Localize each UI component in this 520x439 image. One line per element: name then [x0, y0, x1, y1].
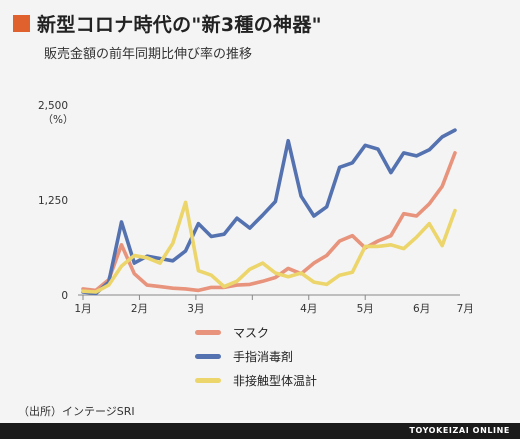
brand-logo-text: TOYOKEIZAI ONLINE: [409, 426, 510, 435]
source-note: （出所）インテージSRI: [18, 405, 135, 418]
x-tick-label: 3月: [187, 303, 204, 315]
title-marker-square: [13, 15, 30, 32]
x-tick-label: 4月: [300, 303, 317, 315]
series-line: [81, 200, 457, 294]
y-tick-label: 2,500: [38, 100, 68, 112]
axis-labels-layer: 1月 2月 3月 4月 5月 6月 7月 0 1,250 2,500 （%）: [38, 100, 474, 315]
y-tick-label: 0: [61, 290, 68, 302]
y-unit-label: （%）: [43, 114, 74, 126]
footer-bar: TOYOKEIZAI ONLINE: [0, 423, 520, 439]
chart-axes: [78, 294, 460, 300]
x-tick-label: 5月: [357, 303, 374, 315]
legend-swatch: [195, 354, 221, 359]
series-layer: [81, 128, 457, 296]
legend-label: マスク: [233, 326, 270, 340]
series-line: [81, 151, 457, 293]
legend-label: 非接触型体温計: [233, 374, 318, 388]
chart-title: 新型コロナ時代の"新3種の神器": [37, 14, 322, 36]
legend-swatch: [195, 378, 221, 383]
title-block: 新型コロナ時代の"新3種の神器": [13, 10, 322, 37]
legend-label: 手指消毒剤: [233, 350, 294, 364]
legend-swatch: [195, 330, 221, 335]
y-tick-label: 1,250: [38, 195, 68, 207]
x-tick-label: 6月: [413, 303, 430, 315]
x-tick-label: 1月: [74, 303, 91, 315]
chart-subtitle: 販売金額の前年同期比伸び率の推移: [44, 47, 253, 62]
x-tick-label: 2月: [131, 303, 148, 315]
x-tick-label: 7月: [457, 303, 474, 315]
